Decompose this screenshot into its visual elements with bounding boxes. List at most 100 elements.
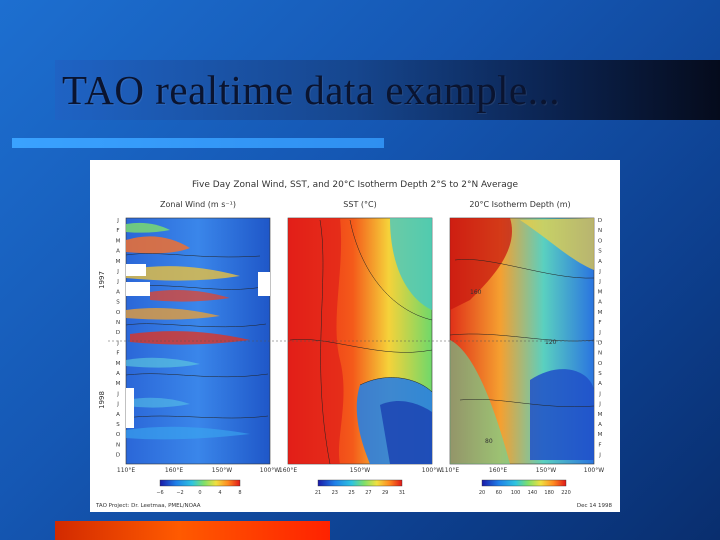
month-label: S [116,300,120,306]
month-label: M [116,259,121,265]
month-label: O [116,310,121,316]
month-label: J [116,218,119,224]
month-label: F [116,351,119,357]
month-label: M [598,432,603,438]
month-label: A [598,300,602,306]
colorbar-tick-label: −6 [156,490,163,496]
month-label: O [598,238,603,244]
month-label: O [598,361,603,367]
month-label: J [598,453,601,459]
colorbar-tick-label: 100 [511,490,521,496]
month-label: J [116,279,119,285]
longitude-tick-label: 150°W [350,467,370,474]
isotherm-panel-title: 20°C Isotherm Depth (m) [469,200,570,209]
month-label: S [116,422,120,428]
month-label: O [116,432,121,438]
month-label: J [598,330,601,336]
colorbar-tick-label: −2 [176,490,183,496]
month-label: N [116,320,120,326]
month-label: A [116,412,120,418]
wind-panel-title: Zonal Wind (m s⁻¹) [160,200,236,209]
month-label: F [116,228,119,234]
colorbar-tick-label: 29 [382,490,388,496]
colorbar-tick-label: 21 [315,490,321,496]
month-label: A [598,259,602,265]
tao-figure: Five Day Zonal Wind, SST, and 20°C Isoth… [90,160,620,512]
slide-title: TAO realtime data example... [62,67,560,113]
month-label: M [598,412,603,418]
top-accent-bar [12,138,384,148]
month-label: M [598,289,603,295]
figure-date: Dec 14 1998 [577,503,613,509]
isotherm-contour-label: 120 [545,339,557,346]
longitude-tick-label: 150°W [212,467,232,474]
month-label: F [598,320,601,326]
month-label: F [598,442,601,448]
colorbar-tick-label: 23 [332,490,338,496]
month-label: A [598,422,602,428]
month-label: M [598,310,603,316]
month-label: J [598,402,601,408]
colorbar-tick-label: 180 [544,490,554,496]
month-label: S [598,371,602,377]
colorbar-tick-label: 31 [399,490,405,496]
month-label: N [598,228,602,234]
sst-panel [287,217,433,465]
figure-credit: TAO Project: Dr. Leetmaa, PMEL/NOAA [95,503,201,509]
colorbar-tick-label: 60 [496,490,502,496]
longitude-tick-label: 100°W [260,467,280,474]
colorbar-tick-label: 0 [198,490,201,496]
colorbar-ticks: −6 −2 0 4 8 21 23 25 27 29 31 20 60 100 140 180 220 [156,490,570,496]
month-label: M [116,361,121,367]
figure-main-title: Five Day Zonal Wind, SST, and 20°C Isoth… [192,180,519,190]
colorbar-tick-label: 220 [561,490,571,496]
isotherm-colorbar [481,479,567,487]
longitude-tick-label: 100°W [584,467,604,474]
longitude-tick-label: 150°W [536,467,556,474]
colorbar-tick-label: 140 [528,490,538,496]
colorbar-tick-label: 25 [348,490,354,496]
month-label: A [116,371,120,377]
colorbar-tick-label: 27 [365,490,371,496]
longitude-tick-label: 100°W [422,467,442,474]
colorbar-tick-label: 20 [479,490,485,496]
year-label-1998: 1998 [98,391,106,409]
month-label: N [116,442,120,448]
month-label: D [598,340,602,346]
month-label: J [116,269,119,275]
month-label: J [116,391,119,397]
isotherm-contour-label: 160 [470,289,482,296]
wind-colorbar [159,479,241,487]
month-label: J [598,269,601,275]
year-label-1997: 1997 [98,271,106,289]
longitude-tick-label: 110°E [117,467,135,474]
sst-panel-title: SST (°C) [343,200,376,209]
colorbar-tick-label: 4 [218,490,221,496]
month-label: D [598,218,602,224]
month-label: D [116,453,120,459]
figure-canvas: Five Day Zonal Wind, SST, and 20°C Isoth… [95,180,613,509]
isotherm-contour-label: 80 [485,438,493,445]
month-label: D [116,330,120,336]
longitude-tick-label: 110°E [441,467,459,474]
month-label: J [598,391,601,397]
month-label: J [116,340,119,346]
longitude-tick-label: 160°E [165,467,183,474]
month-label: N [598,351,602,357]
month-label: S [598,249,602,255]
colorbar-tick-label: 8 [238,490,241,496]
month-label: A [116,289,120,295]
month-label: M [116,238,121,244]
month-label: M [116,381,121,387]
month-label: J [116,402,119,408]
month-label: A [598,381,602,387]
month-label: A [116,249,120,255]
longitude-tick-label: 160°E [489,467,507,474]
sst-colorbar [317,479,403,487]
title-band [55,60,720,120]
bottom-accent-bar [55,521,330,540]
month-label: J [598,279,601,285]
